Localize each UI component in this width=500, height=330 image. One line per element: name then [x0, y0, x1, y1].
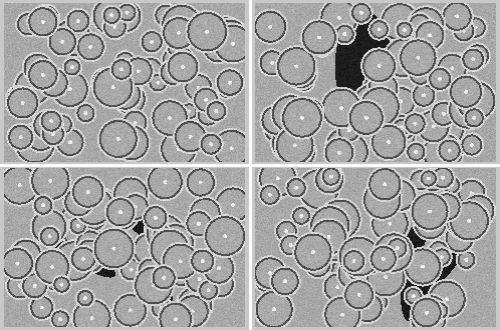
Text: tomato
steam: tomato steam — [12, 122, 58, 150]
Text: miscanthus
biochar: miscanthus biochar — [264, 287, 336, 315]
Text: 100 μm: 100 μm — [435, 296, 483, 309]
Text: tomato
biochar: tomato biochar — [12, 287, 60, 315]
Text: miscanthus: miscanthus — [264, 137, 336, 150]
FancyBboxPatch shape — [419, 298, 495, 326]
